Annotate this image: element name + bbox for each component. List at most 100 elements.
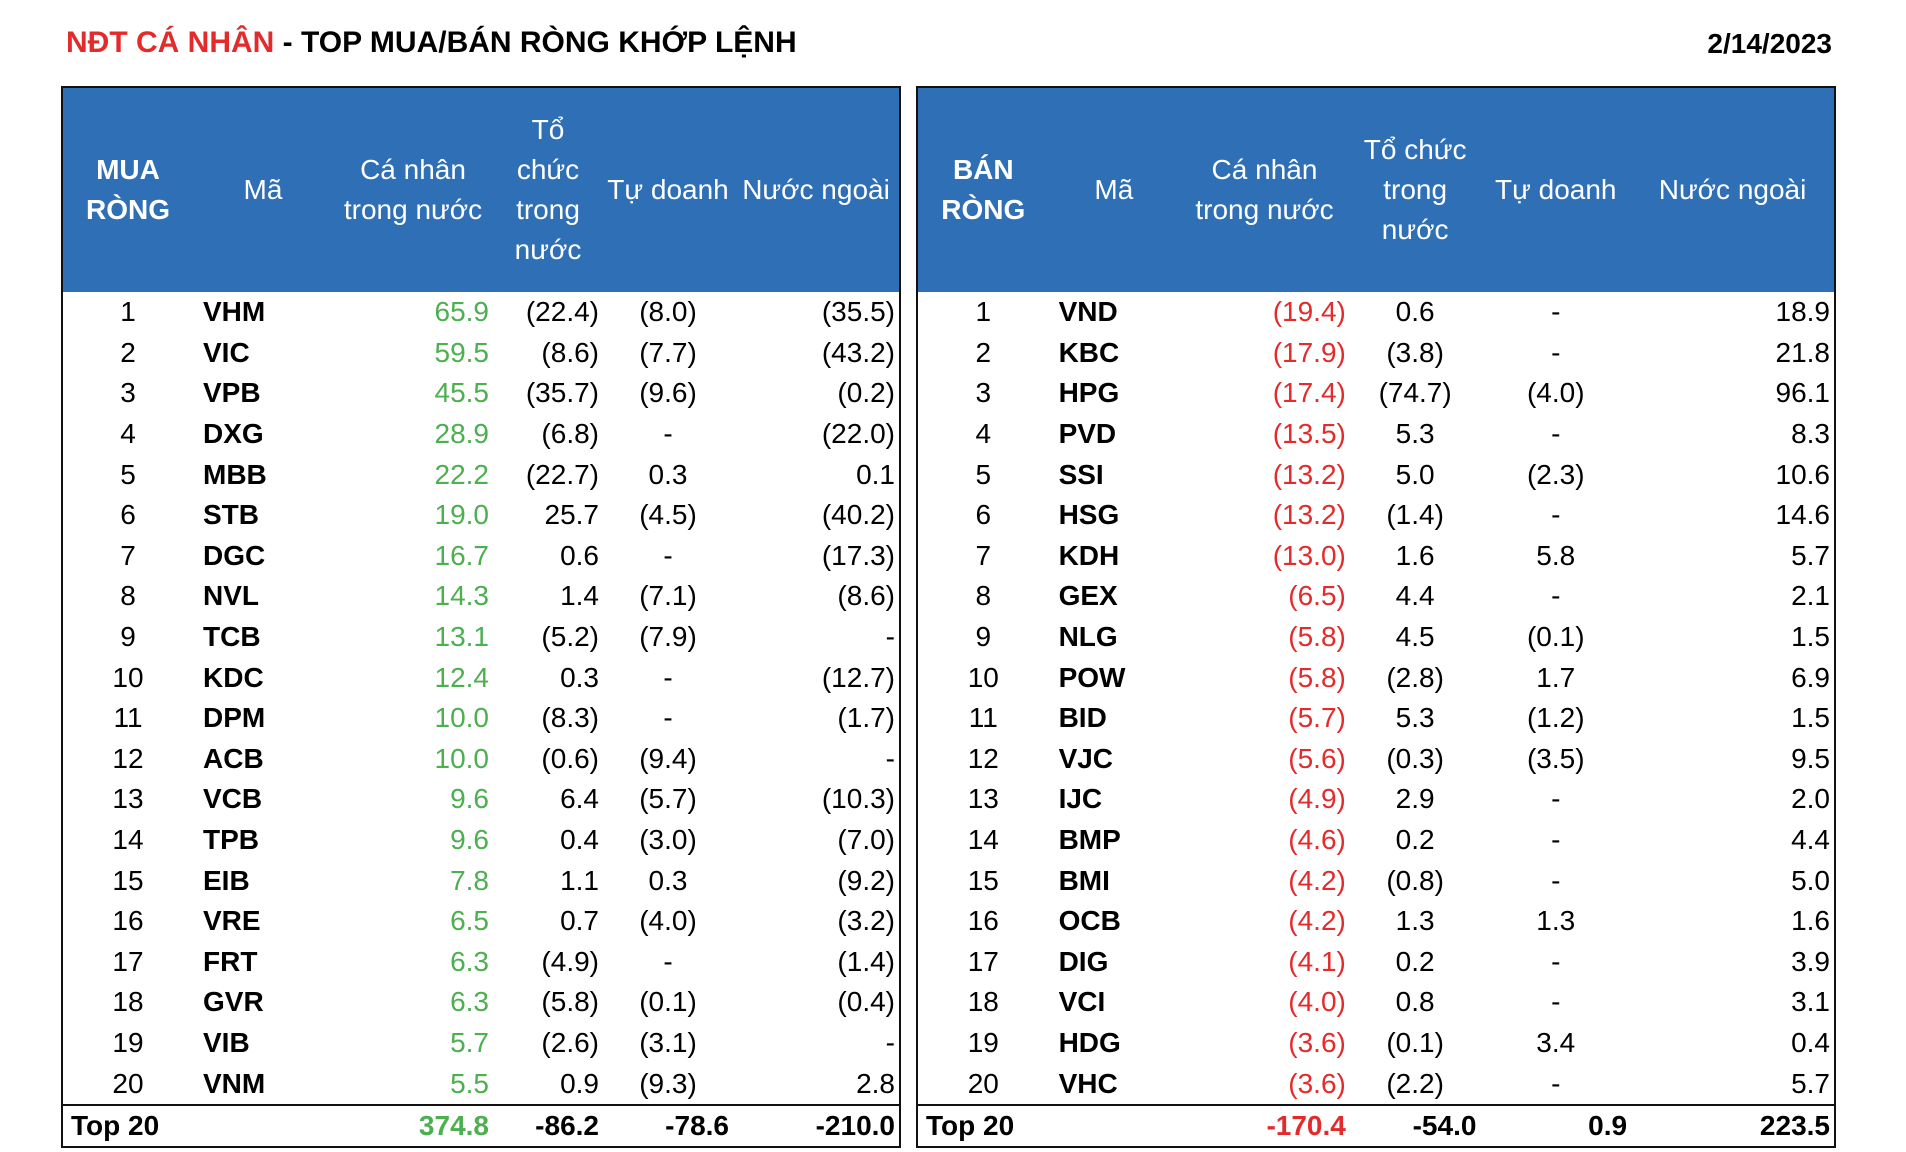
- header-foreign: Nước ngoài: [1631, 88, 1834, 292]
- header-individual-domestic: Cá nhân trong nước: [1179, 88, 1350, 292]
- individual-domestic-cell: 6.5: [450, 905, 489, 937]
- institution-domestic-cell: 1.3: [1395, 905, 1435, 937]
- rank-cell: 1: [975, 296, 992, 328]
- foreign-cell: 96.1: [1775, 377, 1831, 409]
- individual-domestic-cell: (3.6): [1288, 1026, 1346, 1058]
- proprietary-cell: -: [1551, 296, 1561, 328]
- individual-domestic-cell: (13.0): [1272, 539, 1346, 571]
- rank-cell: 18: [967, 986, 999, 1018]
- individual-domestic-cell: (5.7): [1288, 702, 1346, 734]
- table-row: 16 OCB (4.2) 1.3 1.3 1.6: [918, 901, 1834, 942]
- individual-domestic-cell: (19.4): [1272, 296, 1346, 328]
- proprietary-cell: 5.8: [1536, 539, 1576, 571]
- institution-domestic-cell: (22.4): [525, 296, 599, 328]
- rank-cell: 6: [975, 499, 992, 531]
- proprietary-cell: -: [1551, 783, 1561, 815]
- net-buy-total-row: Top 20 374.8 -86.2 -78.6 -210.0: [63, 1103, 899, 1146]
- table-row: 2 VIC 59.5 (8.6) (7.7) (43.2): [63, 333, 899, 374]
- rank-cell: 19: [112, 1026, 144, 1058]
- table-row: 15 BMI (4.2) (0.8) - 5.0: [918, 860, 1834, 901]
- institution-domestic-cell: 5.3: [1395, 418, 1435, 450]
- table-row: 13 IJC (4.9) 2.9 - 2.0: [918, 779, 1834, 820]
- rank-cell: 9: [120, 621, 136, 653]
- foreign-cell: 1.6: [1791, 905, 1830, 937]
- rank-cell: 13: [112, 783, 144, 815]
- rank-cell: 1: [120, 296, 136, 328]
- institution-domestic-cell: (0.1): [1386, 1026, 1444, 1058]
- proprietary-cell: -: [1551, 864, 1561, 896]
- foreign-cell: 14.6: [1775, 499, 1831, 531]
- rank-cell: 3: [975, 377, 992, 409]
- individual-domestic-cell: 7.8: [450, 864, 489, 896]
- table-row: 14 TPB 9.6 0.4 (3.0) (7.0): [63, 820, 899, 861]
- rank-cell: 18: [112, 986, 144, 1018]
- stock-code-cell: BMI: [1058, 864, 1110, 896]
- rank-cell: 16: [112, 905, 144, 937]
- proprietary-cell: 1.7: [1536, 661, 1576, 693]
- individual-domestic-cell: (17.9): [1272, 336, 1346, 368]
- institution-domestic-cell: 0.6: [560, 539, 599, 571]
- stock-code-cell: HDG: [1058, 1026, 1121, 1058]
- individual-domestic-cell: 10.0: [434, 742, 490, 774]
- individual-domestic-cell: 28.9: [434, 418, 490, 450]
- rank-cell: 7: [120, 539, 136, 571]
- table-row: 12 VJC (5.6) (0.3) (3.5) 9.5: [918, 739, 1834, 780]
- table-row: 11 BID (5.7) 5.3 (1.2) 1.5: [918, 698, 1834, 739]
- title-highlight: NĐT CÁ NHÂN: [66, 26, 275, 59]
- rank-cell: 15: [112, 864, 144, 896]
- header-code: Mã: [193, 88, 333, 292]
- institution-domestic-cell: 0.9: [560, 1067, 599, 1099]
- institution-domestic-cell: 1.1: [560, 864, 599, 896]
- stock-code-cell: MBB: [203, 458, 267, 490]
- total-label: Top 20: [918, 1103, 1180, 1146]
- rank-cell: 4: [120, 418, 136, 450]
- stock-code-cell: NVL: [203, 580, 259, 612]
- rank-cell: 10: [112, 661, 144, 693]
- header-institution-domestic: Tổ chức trong nước: [493, 88, 603, 292]
- stock-code-cell: DXG: [203, 418, 264, 450]
- header-individual-domestic: Cá nhân trong nước: [333, 88, 493, 292]
- table-row: 7 DGC 16.7 0.6 - (17.3): [63, 536, 899, 577]
- foreign-cell: 5.7: [1791, 1067, 1830, 1099]
- stock-code-cell: OCB: [1058, 905, 1121, 937]
- institution-domestic-cell: 1.6: [1395, 539, 1435, 571]
- table-row: 5 SSI (13.2) 5.0 (2.3) 10.6: [918, 454, 1834, 495]
- page-title: NĐT CÁ NHÂN - TOP MUA/BÁN RÒNG KHỚP LỆNH: [66, 26, 797, 60]
- table-row: 4 DXG 28.9 (6.8) - (22.0): [63, 414, 899, 455]
- institution-domestic-cell: 5.0: [1395, 458, 1435, 490]
- foreign-cell: 5.0: [1791, 864, 1830, 896]
- table-row: 17 DIG (4.1) 0.2 - 3.9: [918, 942, 1834, 983]
- individual-domestic-cell: (13.5): [1272, 418, 1346, 450]
- proprietary-cell: -: [1551, 580, 1561, 612]
- institution-domestic-cell: 0.6: [1395, 296, 1435, 328]
- total-institution: -54.0: [1349, 1103, 1481, 1146]
- institution-domestic-cell: (5.2): [541, 621, 599, 653]
- individual-domestic-cell: (6.5): [1288, 580, 1346, 612]
- proprietary-cell: 1.3: [1536, 905, 1576, 937]
- proprietary-cell: (8.0): [639, 296, 697, 328]
- header-proprietary: Tự doanh: [1480, 88, 1632, 292]
- stock-code-cell: HSG: [1058, 499, 1120, 531]
- individual-domestic-cell: 16.7: [434, 539, 490, 571]
- stock-code-cell: BMP: [1058, 824, 1121, 856]
- institution-domestic-cell: (22.7): [525, 458, 599, 490]
- individual-domestic-cell: 19.0: [434, 499, 490, 531]
- proprietary-cell: -: [663, 418, 673, 450]
- foreign-cell: 21.8: [1775, 336, 1831, 368]
- individual-domestic-cell: (13.2): [1272, 499, 1346, 531]
- total-proprietary: 0.9: [1480, 1103, 1632, 1146]
- proprietary-cell: -: [1551, 499, 1561, 531]
- total-foreign: 223.5: [1631, 1103, 1834, 1146]
- rank-cell: 12: [112, 742, 144, 774]
- foreign-cell: (17.3): [821, 539, 895, 571]
- individual-domestic-cell: 22.2: [434, 458, 490, 490]
- stock-code-cell: GVR: [203, 986, 264, 1018]
- net-buy-header-row: MUA RÒNG Mã Cá nhân trong nước Tổ chức t…: [63, 88, 899, 292]
- table-row: 10 KDC 12.4 0.3 - (12.7): [63, 657, 899, 698]
- net-buy-table-panel: MUA RÒNG Mã Cá nhân trong nước Tổ chức t…: [61, 86, 901, 1148]
- stock-code-cell: POW: [1058, 661, 1126, 693]
- header-proprietary: Tự doanh: [603, 88, 733, 292]
- institution-domestic-cell: (0.6): [541, 742, 599, 774]
- individual-domestic-cell: 13.1: [434, 621, 490, 653]
- institution-domestic-cell: 25.7: [544, 499, 600, 531]
